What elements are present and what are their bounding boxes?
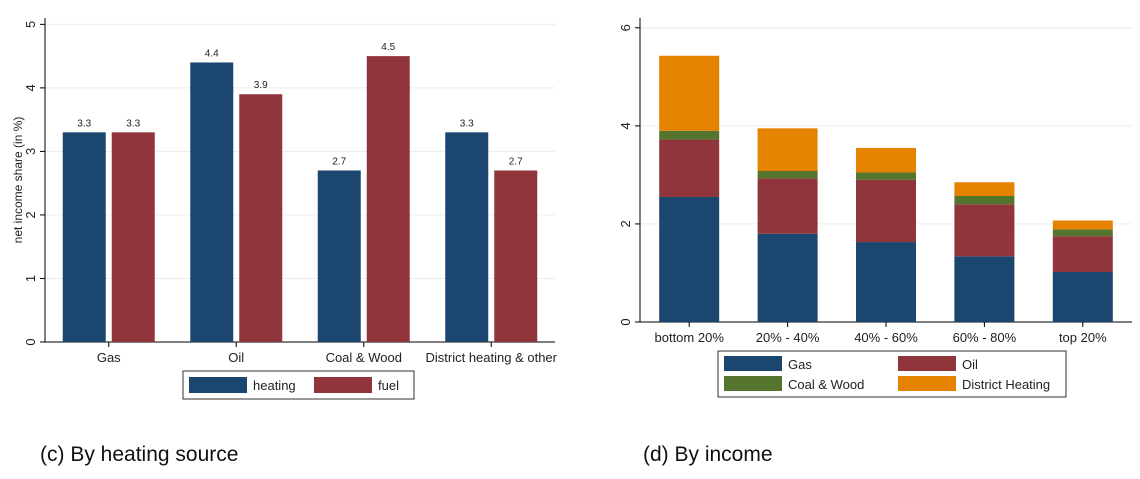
caption-right: (d) By income	[643, 443, 773, 466]
y-tick-label: 3	[23, 148, 38, 155]
y-tick-label: 1	[23, 275, 38, 282]
bar-segment-coal-wood-20-40	[757, 170, 818, 179]
bar-heating-coal-wood	[317, 170, 361, 342]
bar-segment-district-heating-40-60	[856, 147, 916, 173]
x-tick-label: top 20%	[1059, 330, 1107, 345]
data-label: 2.7	[509, 156, 523, 167]
bar-fuel-oil	[239, 94, 283, 342]
legend-swatch-fuel	[314, 377, 372, 393]
legend-label-coal-wood: Coal & Wood	[788, 377, 864, 392]
x-tick-label: District heating & other	[425, 350, 557, 365]
bar-segment-oil-40-60	[856, 179, 916, 243]
y-tick-label: 2	[23, 211, 38, 218]
x-tick-label: Oil	[228, 350, 244, 365]
data-label: 3.3	[126, 118, 140, 129]
legend-swatch-gas	[724, 356, 782, 371]
bar-segment-coal-wood-40-60	[856, 172, 916, 180]
x-tick-label: bottom 20%	[655, 330, 725, 345]
bar-segment-gas-top-20	[1052, 271, 1113, 322]
x-tick-label: Coal & Wood	[326, 350, 402, 365]
data-label: 3.3	[77, 118, 91, 129]
legend-swatch-district-heating	[898, 376, 956, 391]
data-label: 2.7	[332, 156, 346, 167]
legend-swatch-heating	[189, 377, 247, 393]
bar-fuel-district-heating-other	[494, 170, 538, 342]
bar-segment-coal-wood-bottom-20	[659, 130, 720, 140]
legend-label-district-heating: District Heating	[962, 377, 1050, 392]
data-label: 3.3	[460, 118, 474, 129]
x-tick-label: 20% - 40%	[756, 330, 820, 345]
legend-swatch-oil	[898, 356, 956, 371]
bar-segment-district-heating-20-40	[757, 128, 818, 171]
legend-swatch-coal-wood	[724, 376, 782, 391]
bar-segment-gas-20-40	[757, 233, 818, 322]
bar-fuel-coal-wood	[366, 56, 410, 342]
bar-segment-gas-bottom-20	[659, 196, 720, 322]
caption-left: (c) By heating source	[40, 443, 239, 466]
bar-segment-district-heating-top-20	[1052, 220, 1113, 230]
y-tick-label: 4	[23, 84, 38, 91]
y-tick-label: 5	[23, 21, 38, 28]
legend-box	[182, 370, 415, 400]
y-tick-label: 2	[618, 220, 633, 227]
bar-heating-district-heating-other	[445, 132, 489, 342]
chart-by-income: 0 2 4 6 bottom 20% 20% - 40% 40% - 60% 60% - 80…	[618, 18, 1132, 398]
legend-label-heating: heating	[253, 378, 296, 393]
bar-heating-gas	[62, 132, 106, 342]
bar-segment-gas-60-80	[954, 256, 1015, 322]
legend-label-oil: Oil	[962, 357, 978, 372]
x-tick-label: 40% - 60%	[854, 330, 918, 345]
bar-segment-oil-top-20	[1052, 236, 1113, 272]
y-tick-label: 0	[23, 338, 38, 345]
y-tick-label: 4	[618, 122, 633, 129]
bar-segment-coal-wood-60-80	[954, 195, 1015, 205]
data-label: 3.9	[254, 80, 268, 91]
legend-label-fuel: fuel	[378, 378, 399, 393]
y-tick-label: 6	[618, 24, 633, 31]
bar-segment-oil-60-80	[954, 204, 1015, 257]
data-label: 4.5	[381, 42, 395, 53]
bar-segment-oil-bottom-20	[659, 139, 720, 197]
bar-segment-district-heating-bottom-20	[659, 55, 720, 131]
x-tick-label: 60% - 80%	[953, 330, 1017, 345]
bar-fuel-gas	[111, 132, 155, 342]
legend-label-gas: Gas	[788, 357, 812, 372]
bar-heating-oil	[190, 62, 234, 343]
bar-segment-district-heating-60-80	[954, 182, 1015, 196]
bar-segment-gas-40-60	[856, 242, 916, 322]
bar-segment-coal-wood-top-20	[1052, 229, 1113, 237]
y-tick-label: 0	[618, 318, 633, 325]
x-tick-label: Gas	[97, 350, 121, 365]
chart-by-heating-source: 0 1 2 3 4 5 net income share (in %) 3.3 3.3 Gas 4.…	[11, 18, 558, 400]
y-axis-title: net income share (in %)	[11, 117, 25, 244]
bar-segment-oil-20-40	[757, 178, 818, 234]
data-label: 4.4	[205, 48, 219, 59]
